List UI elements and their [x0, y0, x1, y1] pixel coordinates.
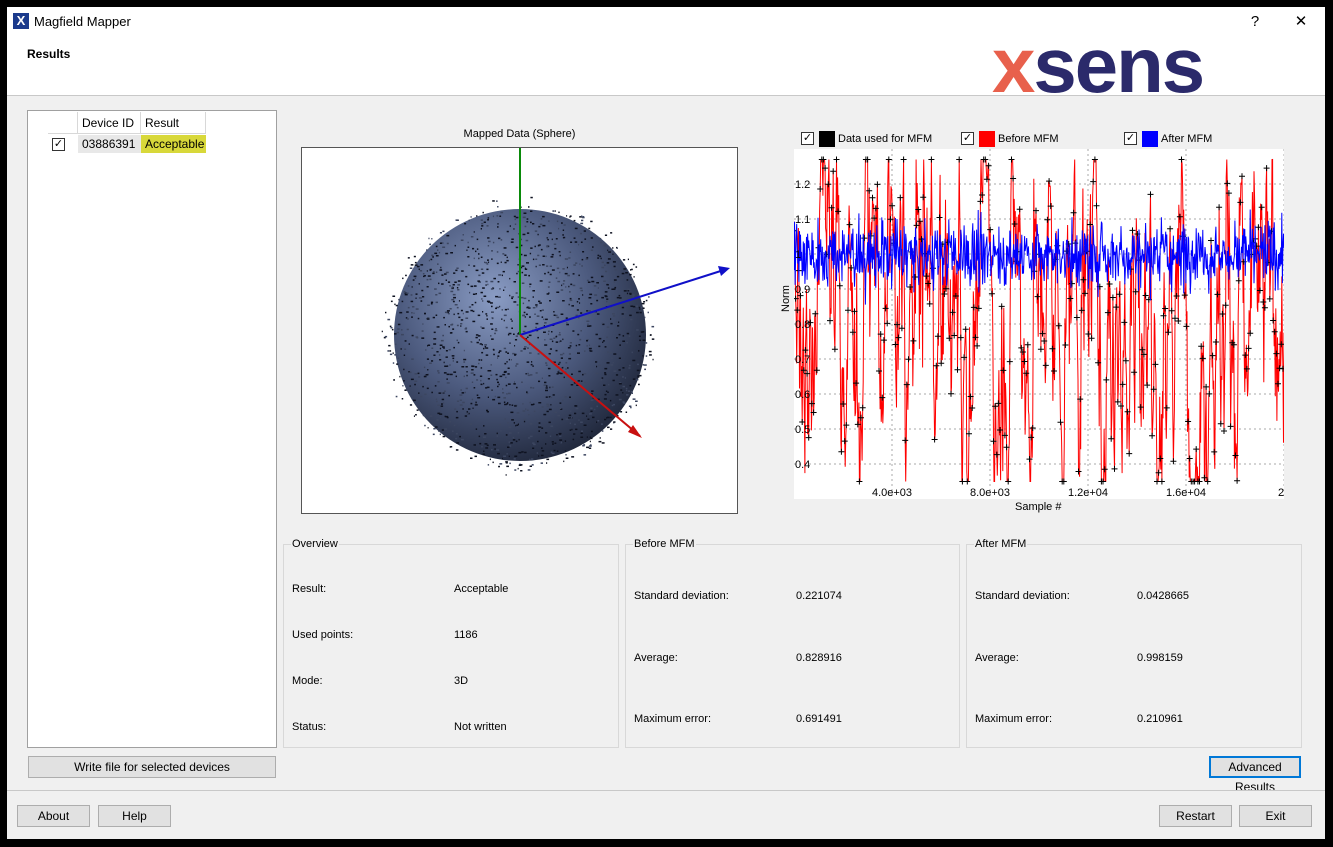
overview-title: Overview [291, 538, 339, 550]
help-button[interactable]: Help [98, 805, 171, 827]
overview-used-points-label: Used points: [292, 629, 354, 641]
sphere-title: Mapped Data (Sphere) [463, 128, 576, 140]
table-header-check [48, 112, 78, 134]
logo-letters-sens: sens [1033, 37, 1203, 95]
title-bar: X Magfield Mapper ? ✕ [7, 7, 1325, 37]
overview-status-value: Not written [454, 721, 507, 733]
x-axis-arrowhead [718, 266, 730, 276]
x-tick-label: 8.0e+03 [970, 487, 1010, 499]
y-tick-label: 0.9 [795, 284, 810, 296]
table-header-result[interactable]: Result [141, 112, 206, 134]
device-result-cell[interactable]: Acceptable [141, 135, 206, 153]
table-header-device-id[interactable]: Device ID [78, 112, 141, 134]
y-tick-label: 1.2 [795, 179, 810, 191]
x-tick-label: 1.2e+04 [1068, 487, 1108, 499]
z-axis-arrowhead [628, 425, 642, 438]
overview-result-value: Acceptable [454, 583, 509, 595]
y-tick-label: 0.7 [795, 354, 810, 366]
page-title: Results [27, 47, 71, 61]
device-row-checkbox[interactable]: ✓ [52, 138, 65, 151]
plot-xlabel: Sample # [1015, 501, 1062, 513]
norm-plot[interactable]: 1.2 1.1 1 0.9 0.8 0.7 0.6 0.5 0.4 4.0e+03 8.0e+03 1… [791, 149, 1286, 499]
plot-ylabel: Norm [780, 285, 792, 312]
norm-plot-canvas: 1.2 1.1 1 0.9 0.8 0.7 0.6 0.5 0.4 4.0e+03 8.0e+03 1… [791, 149, 1286, 499]
after-max-error-value: 0.210961 [1137, 713, 1183, 725]
close-window-button[interactable]: ✕ [1294, 13, 1308, 30]
about-button[interactable]: About [17, 805, 90, 827]
overview-result-label: Result: [292, 583, 327, 595]
series-after-mfm [793, 209, 1285, 305]
after-average-value: 0.998159 [1137, 652, 1183, 664]
footer-separator [7, 790, 1325, 791]
before-max-error-value: 0.691491 [796, 713, 842, 725]
before-max-error-label: Maximum error: [634, 713, 712, 725]
y-tick-label: 1 [795, 249, 801, 261]
overview-group: Overview Result: Acceptable Used points:… [283, 538, 619, 748]
after-mfm-line [793, 209, 1285, 305]
after-std-label: Standard deviation: [975, 590, 1070, 602]
header-banner: Results xsens [7, 37, 1325, 96]
write-file-button[interactable]: Write file for selected devices [28, 756, 276, 778]
y-tick-label: 1.1 [795, 214, 810, 226]
app-window: X Magfield Mapper ? ✕ Results xsens Devi… [7, 7, 1325, 839]
y-tick-label: 0.6 [795, 389, 810, 401]
y-tick-label: 0.4 [795, 459, 810, 471]
before-mfm-group: Before MFM Standard deviation: 0.221074 … [625, 538, 960, 748]
after-average-label: Average: [975, 652, 1019, 664]
xsens-logo: xsens [992, 37, 1205, 95]
after-max-error-label: Maximum error: [975, 713, 1053, 725]
x-tick-label: 4.0e+03 [872, 487, 912, 499]
logo-letter-x: x [992, 37, 1035, 95]
legend-before-mfm-swatch [979, 131, 995, 147]
advanced-results-button[interactable]: Advanced Results [1209, 756, 1301, 794]
legend-before-mfm-checkbox[interactable]: ✓ [961, 132, 974, 145]
legend-data-used-swatch [819, 131, 835, 147]
legend-after-mfm-checkbox[interactable]: ✓ [1124, 132, 1137, 145]
legend-after-mfm-swatch [1142, 131, 1158, 147]
legend-data-used-checkbox[interactable]: ✓ [801, 132, 814, 145]
plot-tick-labels: 1.2 1.1 1 0.9 0.8 0.7 0.6 0.5 0.4 4.0e+03 8.0e+03 1… [795, 179, 1284, 499]
series-before-mfm [793, 158, 1285, 482]
device-list-panel: Device ID Result ✓ 03886391 Acceptable [27, 110, 277, 748]
legend-data-used-label: Data used for MFM [838, 133, 933, 145]
before-std-label: Standard deviation: [634, 590, 729, 602]
help-title-button[interactable]: ? [1250, 13, 1260, 30]
overview-used-points-value: 1186 [454, 629, 478, 641]
after-std-value: 0.0428665 [1137, 590, 1189, 602]
y-tick-label: 0.5 [795, 424, 810, 436]
after-mfm-group: After MFM Standard deviation: 0.0428665 … [966, 538, 1302, 748]
after-mfm-title: After MFM [974, 538, 1028, 550]
exit-button[interactable]: Exit [1239, 805, 1312, 827]
legend-before-mfm-label: Before MFM [998, 133, 1059, 145]
restart-button[interactable]: Restart [1159, 805, 1232, 827]
before-mfm-line [793, 158, 1285, 482]
sphere-data-points [381, 196, 655, 476]
window-title: Magfield Mapper [34, 14, 131, 29]
before-average-label: Average: [634, 652, 678, 664]
overview-mode-label: Mode: [292, 675, 323, 687]
overview-mode-value: 3D [454, 675, 469, 687]
legend-after-mfm-label: After MFM [1161, 133, 1213, 145]
overview-status-label: Status: [292, 721, 327, 733]
xsens-logo-text: xsens [992, 37, 1203, 95]
x-axis-arrow [519, 268, 728, 336]
y-tick-label: 0.8 [795, 319, 810, 331]
z-axis-arrow [519, 334, 641, 437]
x-tick-label: 1.6e+04 [1166, 487, 1206, 499]
app-icon: X [13, 13, 29, 29]
before-average-value: 0.828916 [796, 652, 842, 664]
sphere-canvas [381, 148, 730, 476]
device-id-cell[interactable]: 03886391 [78, 135, 141, 153]
x-tick-label: 2 [1278, 487, 1284, 499]
before-mfm-title: Before MFM [633, 538, 696, 550]
before-std-value: 0.221074 [796, 590, 842, 602]
sphere-3d-view[interactable] [301, 147, 738, 514]
